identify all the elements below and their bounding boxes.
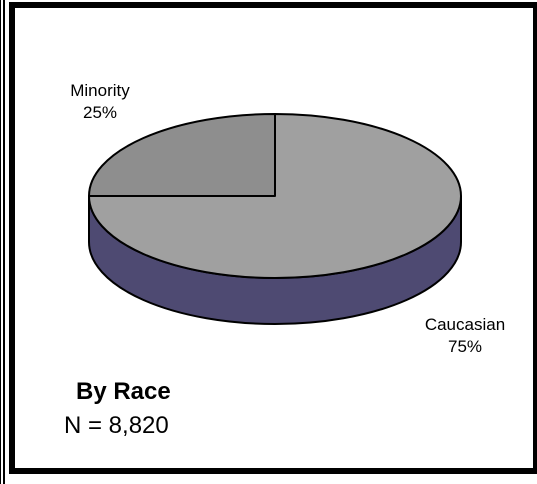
pie-slice-minority	[88, 113, 276, 197]
slice-label-caucasian-value: 75%	[447, 337, 483, 356]
chart-subtitle: N = 8,820	[64, 412, 169, 439]
slice-label-minority: Minority 25%	[58, 80, 142, 124]
frame-corner-gap	[430, 476, 537, 484]
slice-label-minority-name: Minority	[70, 81, 130, 100]
slice-label-caucasian: Caucasian 75%	[410, 314, 520, 358]
left-edge-stripes	[0, 0, 5, 484]
chart-title: By Race	[76, 378, 171, 405]
slice-label-caucasian-name: Caucasian	[424, 315, 506, 334]
slice-label-minority-value: 25%	[82, 103, 118, 122]
pie-slice-caucasian	[88, 113, 462, 279]
